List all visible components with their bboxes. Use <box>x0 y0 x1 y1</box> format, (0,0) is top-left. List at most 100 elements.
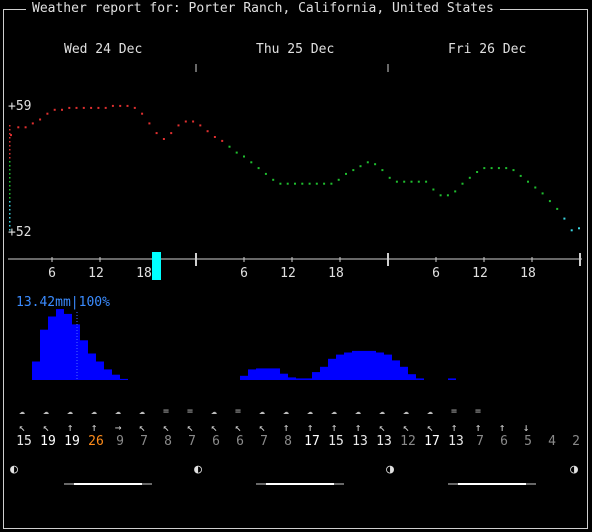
temp-point <box>177 124 180 127</box>
temp-point <box>148 122 151 125</box>
wind-direction-icon: ↖ <box>42 421 50 434</box>
temp-point <box>97 106 100 109</box>
temp-point <box>75 106 78 109</box>
temp-point <box>410 180 413 183</box>
weather-symbol-icon: = <box>162 406 170 417</box>
precip-bar <box>96 361 104 380</box>
temp-point <box>315 182 318 185</box>
temp-point <box>9 169 11 171</box>
precip-bar <box>240 375 248 380</box>
hour-label: 6 <box>240 266 248 281</box>
precip-bar <box>296 378 304 380</box>
wind-direction-icon: ↑ <box>306 421 314 434</box>
temp-point <box>519 174 522 177</box>
temp-point <box>381 169 384 172</box>
temp-point <box>235 151 238 154</box>
temp-point <box>9 157 11 159</box>
precip-bar <box>408 374 416 380</box>
temp-point <box>461 182 464 185</box>
weather-symbol-icon: ☁ <box>138 406 146 417</box>
precip-bar <box>40 329 48 380</box>
temp-point <box>31 122 34 125</box>
wind-direction-icon: ↖ <box>378 421 386 434</box>
temp-point <box>541 192 544 195</box>
temp-point <box>9 213 11 215</box>
temp-point <box>352 169 355 172</box>
wind-speed-value: 15 <box>16 434 32 449</box>
temp-point <box>126 104 129 107</box>
temp-point <box>323 182 326 185</box>
temp-point <box>425 180 428 183</box>
weather-symbol-icon: ☁ <box>66 406 74 417</box>
temp-point <box>24 126 27 129</box>
temp-point <box>90 106 93 109</box>
precip-bar <box>416 378 424 380</box>
temp-point <box>9 153 11 155</box>
temp-point <box>9 189 11 191</box>
hour-label: 18 <box>328 266 344 281</box>
temp-point <box>468 176 471 179</box>
precip-bar <box>376 352 384 380</box>
wind-speed-value: 2 <box>572 434 580 449</box>
temp-point <box>388 176 391 179</box>
temp-point <box>9 225 11 227</box>
temp-point <box>68 106 71 109</box>
precip-bar <box>64 313 72 380</box>
temp-point <box>9 201 11 203</box>
wind-direction-icon: ↖ <box>426 421 434 434</box>
temp-point <box>374 163 377 166</box>
temp-point <box>527 180 529 183</box>
wind-direction-icon: ↑ <box>498 421 506 434</box>
temp-point <box>403 180 406 183</box>
temp-point <box>570 229 573 232</box>
weather-symbol-icon: ☁ <box>378 406 386 417</box>
temp-point <box>505 167 508 170</box>
wind-speed-value: 9 <box>116 434 124 449</box>
precip-bar <box>288 377 296 380</box>
temp-point <box>264 172 267 175</box>
wind-speed-value: 7 <box>140 434 148 449</box>
weather-symbol-icon: ☁ <box>210 406 218 417</box>
temp-point <box>548 200 551 203</box>
weather-symbol-icon: = <box>186 406 194 417</box>
temp-point <box>17 126 20 129</box>
day-label-fri: Fri 26 Dec <box>448 42 527 57</box>
wind-speed-value: 5 <box>524 434 532 449</box>
wind-direction-icon: ↑ <box>282 421 290 434</box>
wind-speed-value: 6 <box>500 434 508 449</box>
temp-point <box>104 106 107 109</box>
wind-speed-value: 6 <box>212 434 220 449</box>
wind-speed-value: 26 <box>88 434 104 449</box>
precip-bar <box>320 366 328 380</box>
wind-direction-icon: ↑ <box>90 421 98 434</box>
temp-point <box>9 197 11 199</box>
temp-point <box>417 180 420 183</box>
wind-direction-icon: ↑ <box>330 421 338 434</box>
temp-point <box>9 129 11 131</box>
weather-symbol-icon: ☁ <box>330 406 338 417</box>
temp-point <box>286 182 289 185</box>
wind-direction-icon: ↖ <box>162 421 170 434</box>
wind-speed-value: 19 <box>40 434 56 449</box>
precip-bar <box>392 360 400 380</box>
temp-point <box>9 229 11 231</box>
temp-point <box>330 182 333 185</box>
temp-point <box>301 182 304 185</box>
wind-speed-value: 13 <box>376 434 392 449</box>
temp-point <box>9 221 11 223</box>
temp-point <box>39 118 42 121</box>
temp-point <box>141 112 144 115</box>
wind-speed-value: 13 <box>448 434 464 449</box>
wind-direction-icon: ↑ <box>66 421 74 434</box>
temp-point <box>221 139 224 142</box>
hour-label: 18 <box>520 266 536 281</box>
precip-bar <box>360 350 368 380</box>
precip-bar <box>304 378 312 380</box>
temp-point <box>9 133 11 135</box>
wind-direction-icon: ↖ <box>186 421 194 434</box>
hour-label: 6 <box>432 266 440 281</box>
precip-bar <box>336 354 344 380</box>
weather-symbol-icon: ☁ <box>258 406 266 417</box>
temp-point <box>563 217 566 220</box>
